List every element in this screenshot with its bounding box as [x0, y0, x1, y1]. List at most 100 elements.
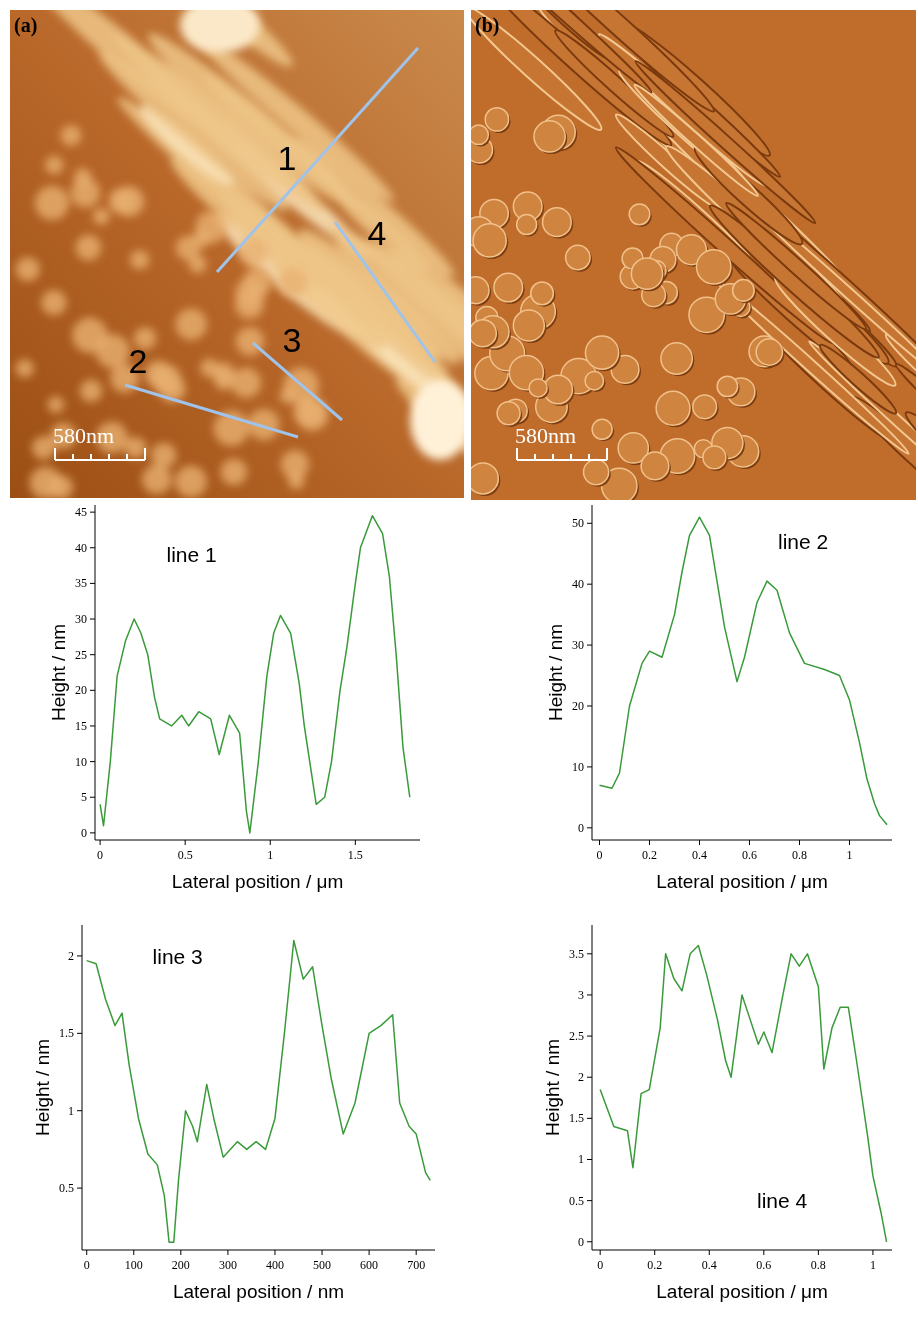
- afm-grain: [200, 358, 219, 377]
- afm-grain: [16, 359, 34, 377]
- plot-area: [87, 940, 431, 1242]
- x-tick-label: 400: [266, 1258, 284, 1272]
- afm-grain: [513, 310, 544, 341]
- x-tick-label: 600: [360, 1258, 378, 1272]
- chart-title: line 3: [153, 945, 203, 968]
- x-tick-label: 0.4: [692, 848, 707, 862]
- scale-bar-tick: [588, 454, 590, 460]
- y-tick-label: 50: [572, 516, 584, 530]
- x-tick: [416, 1250, 417, 1255]
- afm-grain: [592, 419, 612, 439]
- panel-label: (b): [475, 14, 499, 37]
- x-axis-title: Lateral position / nm: [173, 1281, 344, 1302]
- afm-grain: [96, 334, 130, 368]
- y-tick: [90, 583, 95, 584]
- x-tick: [749, 840, 750, 845]
- y-tick: [90, 797, 95, 798]
- scale-bar-tick: [516, 448, 518, 460]
- x-tick: [654, 1250, 655, 1255]
- afm-grain: [529, 379, 547, 397]
- y-tick-label: 2: [578, 1070, 584, 1084]
- profile-line: [125, 385, 298, 437]
- scale-bar-label: 580nm: [515, 423, 576, 448]
- y-tick: [587, 1118, 592, 1119]
- afm-grain: [236, 327, 265, 356]
- y-tick: [587, 1077, 592, 1078]
- y-tick-label: 1.5: [569, 1111, 584, 1125]
- afm-grain: [629, 204, 650, 225]
- panel-label: (a): [14, 14, 37, 37]
- y-tick-label: 20: [75, 683, 87, 697]
- afm-grain: [175, 309, 207, 341]
- afm-grain: [151, 364, 181, 394]
- scale-bar-line: [517, 459, 607, 461]
- afm-grain: [497, 402, 520, 425]
- afm-grain: [471, 277, 489, 304]
- afm-grain: [49, 475, 73, 498]
- afm-streak: [388, 369, 464, 491]
- scale-bar-tick: [570, 454, 572, 460]
- y-tick: [587, 766, 592, 767]
- y-tick-label: 0: [578, 1235, 584, 1249]
- afm-grain: [130, 250, 149, 269]
- y-axis-line: [592, 925, 593, 1250]
- plot-area: [600, 946, 886, 1242]
- y-tick-label: 1: [578, 1152, 584, 1166]
- y-tick: [90, 832, 95, 833]
- y-tick: [90, 619, 95, 620]
- profile-curve: [600, 517, 888, 825]
- afm-grain: [585, 336, 618, 369]
- afm-grain: [534, 121, 565, 152]
- y-tick: [587, 584, 592, 585]
- afm-grain: [125, 437, 146, 458]
- y-tick-label: 10: [572, 760, 584, 774]
- y-tick: [90, 725, 95, 726]
- profile-curve: [100, 516, 410, 833]
- y-tick: [77, 1033, 82, 1034]
- y-tick: [587, 1159, 592, 1160]
- figure: 1234(a)580nm(b)580nm05101520253035404500…: [0, 0, 918, 1332]
- afm-grain: [471, 125, 488, 145]
- y-axis-title: Height / nm: [542, 1039, 563, 1136]
- x-tick: [872, 1250, 873, 1255]
- afm-grain: [278, 268, 307, 297]
- line-profile-chart: 0102030405000.20.40.60.81Lateral positio…: [545, 505, 892, 892]
- y-tick-label: 40: [75, 541, 87, 555]
- y-tick-label: 35: [75, 576, 87, 590]
- afm-grain: [151, 443, 176, 468]
- chart-title: line 1: [167, 543, 217, 566]
- profile-line-label: 3: [283, 321, 302, 359]
- y-axis-title: Height / nm: [545, 624, 566, 721]
- y-tick-label: 0.5: [59, 1181, 74, 1195]
- x-tick-label: 0: [84, 1258, 90, 1272]
- afm-grain: [35, 186, 69, 220]
- line-profile-chart: 0.511.520100200300400500600700Lateral po…: [32, 925, 435, 1302]
- afm-streak: [254, 235, 394, 359]
- afm-grain: [76, 235, 102, 261]
- afm-grain: [471, 463, 498, 494]
- x-tick: [100, 840, 101, 845]
- x-tick: [600, 1250, 601, 1255]
- y-tick: [90, 690, 95, 691]
- scale-bar-label: 580nm: [53, 423, 114, 448]
- afm-streak: [196, 66, 353, 203]
- profile-line-label: 2: [129, 342, 148, 380]
- line-profile-chart: 00.511.522.533.500.20.40.60.81Lateral po…: [542, 925, 892, 1302]
- y-tick-label: 0.5: [569, 1194, 584, 1208]
- afm-grain: [48, 396, 65, 413]
- y-axis-title: Height / nm: [48, 624, 69, 721]
- y-tick: [90, 547, 95, 548]
- afm-streak: [90, 42, 295, 220]
- profile-line-label: 1: [278, 139, 297, 177]
- plot-area: [600, 517, 888, 825]
- afm-grain: [60, 125, 81, 146]
- afm-grain: [288, 473, 305, 490]
- scale-bar-tick: [72, 454, 74, 460]
- afm-streak: [721, 198, 871, 335]
- afm-grain: [531, 282, 554, 305]
- scale-bar-tick: [534, 454, 536, 460]
- y-tick-label: 15: [75, 719, 87, 733]
- afm-grain: [41, 290, 66, 315]
- y-axis-title: Height / nm: [32, 1039, 53, 1136]
- afm-grain: [733, 280, 755, 302]
